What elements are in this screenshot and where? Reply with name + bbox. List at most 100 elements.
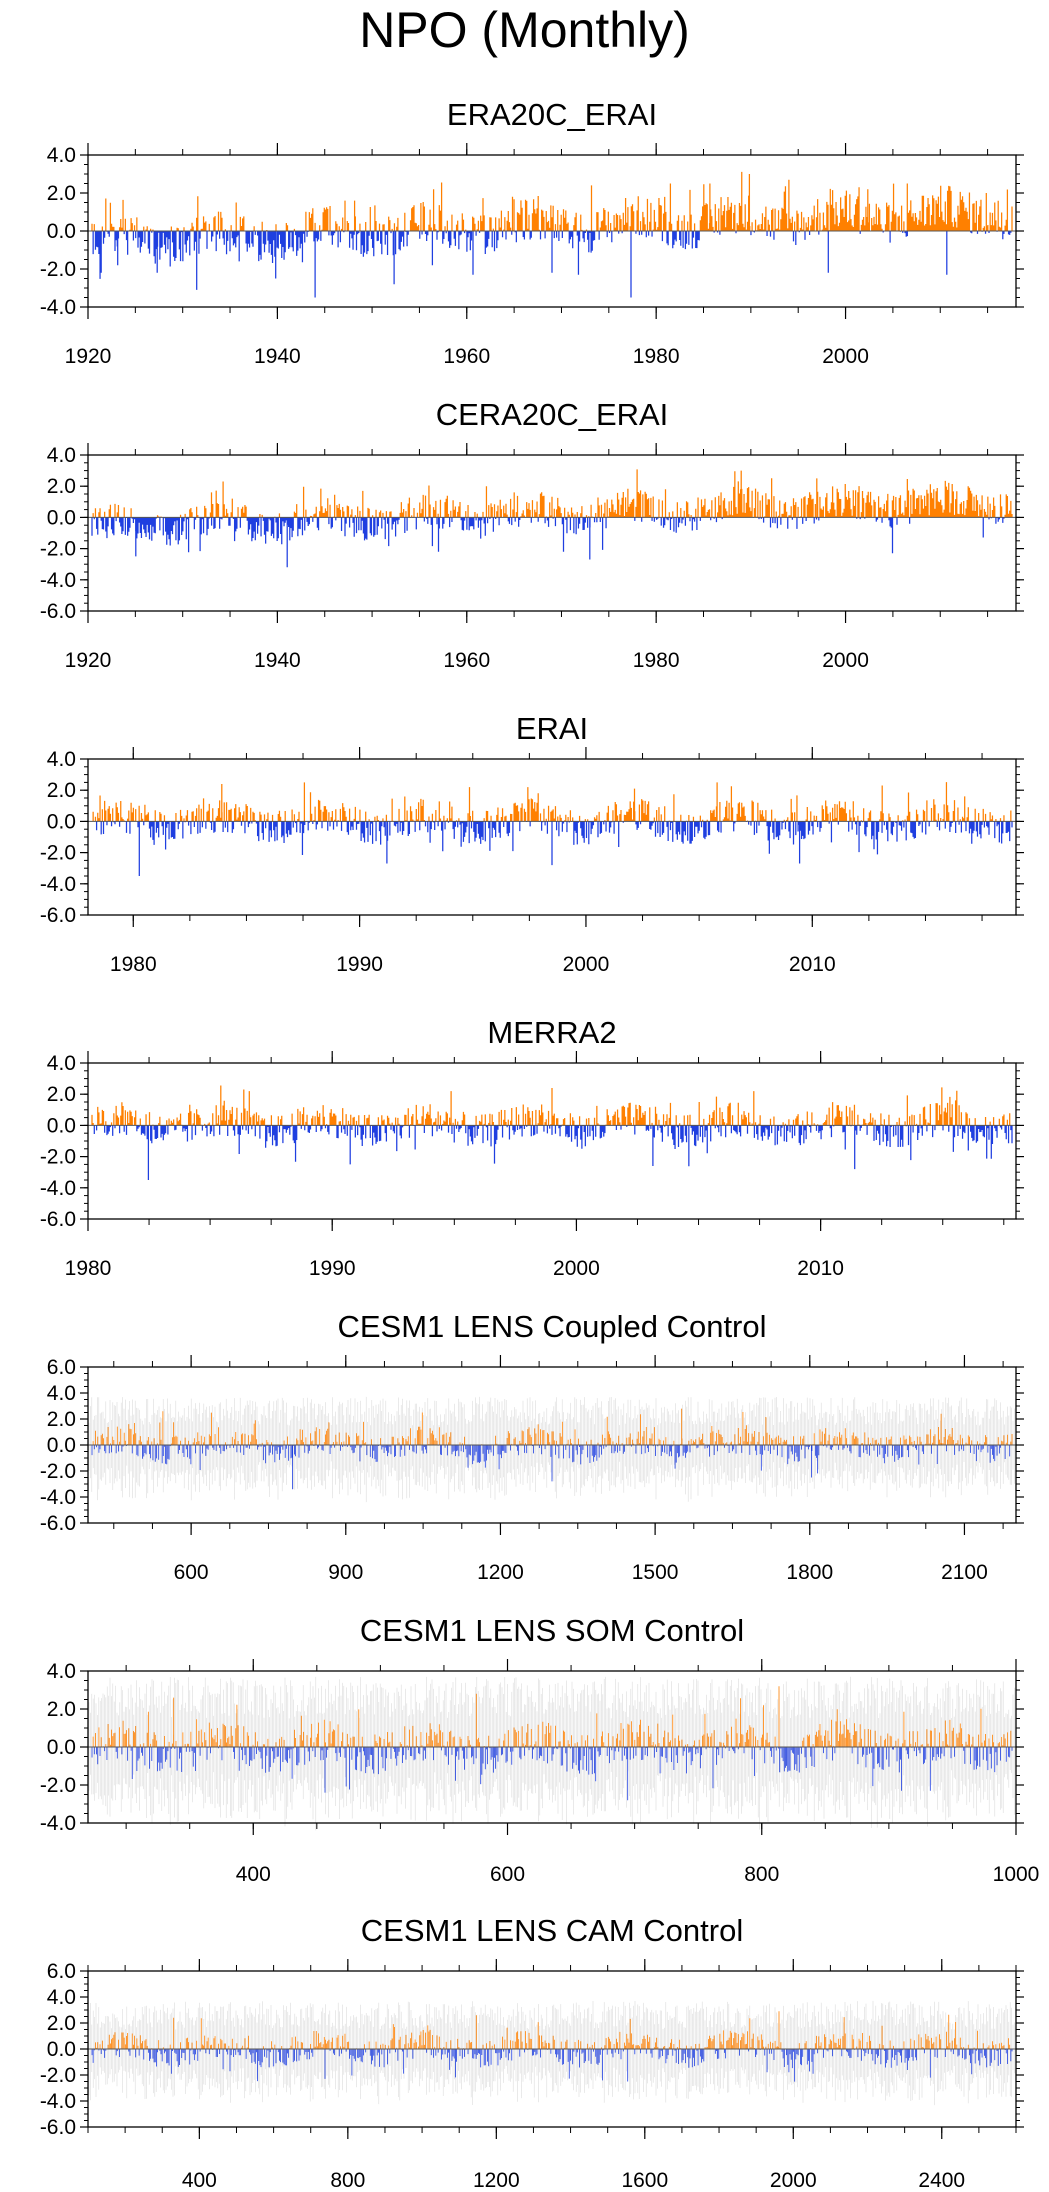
x-tick-label: 2000 — [770, 2169, 817, 2192]
x-tick-label: 2400 — [918, 2169, 965, 2192]
x-tick-label: 1980 — [110, 953, 157, 976]
x-tick-label: 1200 — [477, 1561, 524, 1584]
index-bars — [91, 1686, 1013, 1801]
y-tick-label: 4.0 — [47, 1052, 76, 1075]
y-tick-label: -4.0 — [40, 1812, 76, 1835]
x-tick-label: 400 — [182, 2169, 217, 2192]
panel-title: CESM1 LENS Coupled Control — [337, 1309, 766, 1344]
negative-bars — [93, 1125, 1013, 1180]
index-bars — [91, 469, 1013, 568]
y-tick-label: 6.0 — [47, 1960, 76, 1983]
y-tick-label: -2.0 — [40, 1146, 76, 1169]
y-tick-label: 2.0 — [47, 475, 76, 498]
chart-panel-2: CERA20C_ERAI 4.0 2.0 0.0 -2.0 -4.0 -6.0 1920 194… — [40, 397, 1024, 672]
y-tick-label: 4.0 — [47, 1382, 76, 1405]
y-tick-label: 0.0 — [47, 810, 76, 833]
chart-panel-1: ERA20C_ERAI 4.0 2.0 0.0 -2.0 -4.0 1920 1940 1960… — [40, 97, 1024, 368]
y-tick-label: -4.0 — [40, 873, 76, 896]
y-tick-label: 2.0 — [47, 779, 76, 802]
y-tick-label: 0.0 — [47, 220, 76, 243]
y-tick-label: 2.0 — [47, 1083, 76, 1106]
y-tick-label: -2.0 — [40, 258, 76, 281]
index-bars — [91, 1085, 1013, 1180]
y-tick-label: 2.0 — [47, 2012, 76, 2035]
chart-panel-4: MERRA2 4.0 2.0 0.0 -2.0 -4.0 -6.0 1980 1990 2000 2… — [40, 1015, 1024, 1280]
x-tick-label: 600 — [490, 1863, 525, 1886]
x-tick-label: 600 — [174, 1561, 209, 1584]
y-tick-label: 2.0 — [47, 1698, 76, 1721]
y-tick-label: -6.0 — [40, 2116, 76, 2139]
y-tick-label: 2.0 — [47, 1408, 76, 1431]
x-tick-label: 1500 — [632, 1561, 679, 1584]
y-tick-label: 4.0 — [47, 1660, 76, 1683]
page-title: NPO (Monthly) — [359, 2, 690, 58]
y-tick-label: -4.0 — [40, 1177, 76, 1200]
panel-title: MERRA2 — [487, 1015, 616, 1050]
x-tick-label: 2010 — [797, 1257, 844, 1280]
negative-bars — [95, 821, 1013, 876]
x-tick-label: 1960 — [443, 345, 490, 368]
plot-frame — [87, 1062, 1017, 1220]
negative-bars — [92, 231, 1012, 298]
x-tick-label: 400 — [236, 1863, 271, 1886]
x-tick-label: 1980 — [65, 1257, 112, 1280]
x-tick-label: 2000 — [553, 1257, 600, 1280]
y-tick-label: 4.0 — [47, 144, 76, 167]
y-tick-label: -2.0 — [40, 538, 76, 561]
y-tick-label: 2.0 — [47, 182, 76, 205]
y-tick-label: 0.0 — [47, 1736, 76, 1759]
y-tick-label: -4.0 — [40, 296, 76, 319]
x-tick-label: 2010 — [789, 953, 836, 976]
x-tick-label: 1800 — [786, 1561, 833, 1584]
y-tick-label: 4.0 — [47, 1986, 76, 2009]
positive-bars — [92, 469, 1013, 518]
panel-title: CERA20C_ERAI — [436, 397, 669, 432]
index-bars — [91, 1408, 1013, 1490]
positive-bars — [92, 1408, 1013, 1445]
panel-title: CESM1 LENS CAM Control — [361, 1913, 743, 1948]
chart-panel-5: CESM1 LENS Coupled Control 6.0 4.0 2.0 0.0 -2… — [40, 1309, 1024, 1584]
y-tick-label: 0.0 — [47, 1114, 76, 1137]
x-tick-label: 2000 — [822, 345, 869, 368]
x-tick-label: 1920 — [65, 649, 112, 672]
x-tick-label: 1990 — [309, 1257, 356, 1280]
index-bars — [91, 2011, 1013, 2082]
x-tick-label: 1000 — [993, 1863, 1040, 1886]
y-tick-label: -2.0 — [40, 1774, 76, 1797]
y-tick-label: -6.0 — [40, 904, 76, 927]
chart-panel-7: CESM1 LENS CAM Control 6.0 4.0 2.0 0.0 -2.0 -4… — [40, 1913, 1024, 2192]
negative-bars — [91, 1747, 1013, 1801]
x-tick-label: 1990 — [336, 953, 383, 976]
plot-frame — [87, 454, 1017, 612]
x-tick-label: 1920 — [65, 345, 112, 368]
panel-title: CESM1 LENS SOM Control — [360, 1613, 744, 1648]
x-tick-label: 900 — [328, 1561, 363, 1584]
y-tick-label: 4.0 — [47, 748, 76, 771]
x-tick-label: 2000 — [822, 649, 869, 672]
negative-bars — [91, 2049, 1013, 2082]
y-tick-label: -6.0 — [40, 1512, 76, 1535]
x-tick-label: 1600 — [621, 2169, 668, 2192]
y-tick-label: -2.0 — [40, 842, 76, 865]
x-tick-label: 1980 — [633, 649, 680, 672]
x-tick-label: 2100 — [941, 1561, 988, 1584]
y-tick-label: 0.0 — [47, 2038, 76, 2061]
y-tick-label: -6.0 — [40, 1208, 76, 1231]
x-tick-label: 1980 — [633, 345, 680, 368]
y-tick-label: -2.0 — [40, 2064, 76, 2087]
chart-panel-6: CESM1 LENS SOM Control 4.0 2.0 0.0 -2.0 -4.0 4… — [40, 1613, 1040, 1886]
panel-title: ERA20C_ERAI — [447, 97, 657, 132]
negative-bars — [91, 517, 1005, 568]
y-tick-label: -6.0 — [40, 600, 76, 623]
x-tick-label: 1940 — [254, 649, 301, 672]
y-tick-label: -4.0 — [40, 2090, 76, 2113]
x-tick-label: 1940 — [254, 345, 301, 368]
positive-bars — [91, 1085, 1011, 1126]
y-tick-label: -2.0 — [40, 1460, 76, 1483]
y-tick-label: -4.0 — [40, 1486, 76, 1509]
positive-bars — [91, 782, 1012, 822]
y-tick-label: 4.0 — [47, 444, 76, 467]
x-tick-label: 1200 — [473, 2169, 520, 2192]
x-tick-label: 2000 — [563, 953, 610, 976]
